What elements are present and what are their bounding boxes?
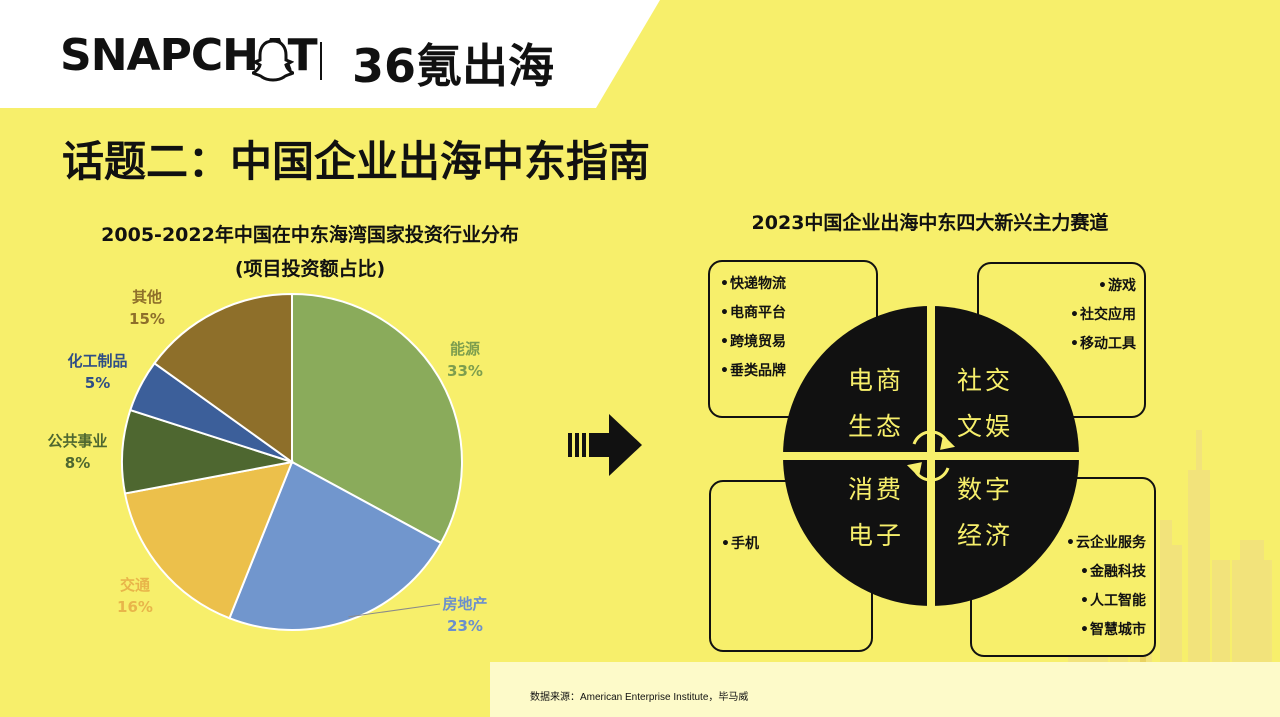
pie-label: 化工制品 5% — [50, 350, 145, 394]
list-item: 移动工具 — [979, 330, 1136, 359]
list-item: 金融科技 — [972, 558, 1146, 587]
quadrant-line: 电商 — [847, 366, 904, 395]
list-item: 跨境贸易 — [720, 328, 876, 357]
pie-value-label: 15% — [129, 310, 165, 328]
quadrant-digital: 数字 经济 — [940, 467, 1030, 559]
list-item: 智慧城市 — [972, 616, 1146, 645]
footer-band — [490, 662, 1280, 717]
pie-value-label: 5% — [84, 374, 111, 392]
pie-label: 房地产 23% — [425, 593, 505, 637]
pie-category-label: 化工制品 — [67, 352, 128, 370]
quadrant-social: 社交 文娱 — [940, 358, 1030, 450]
pie-label: 能源 33% — [430, 338, 500, 382]
snapchat-ghost-icon — [252, 39, 294, 82]
list-item: 垂类品牌 — [720, 357, 876, 386]
quadrant-ecommerce: 电商 生态 — [831, 358, 921, 450]
pie-category-label: 其他 — [131, 288, 162, 306]
pie-slice — [291, 292, 463, 545]
quadrant-line: 生态 — [847, 412, 904, 441]
list-item: 人工智能 — [972, 587, 1146, 616]
quadrant-line: 消费 — [847, 475, 904, 504]
chart-title-block: 2005-2022年中国在中东海湾国家投资行业分布 (项目投资额占比) — [60, 218, 560, 286]
quadrant-line: 数字 — [956, 475, 1013, 504]
pie-category-label: 能源 — [449, 340, 480, 358]
logo-divider — [320, 42, 322, 80]
cycle-arrows-icon — [906, 430, 956, 482]
page-title: 话题二：中国企业出海中东指南 — [62, 137, 651, 186]
list-item: 快递物流 — [720, 270, 876, 299]
pie-category-label: 房地产 — [442, 595, 488, 613]
list-item: 社交应用 — [979, 301, 1136, 330]
list-item: 云企业服务 — [972, 529, 1146, 558]
pie-slice — [228, 460, 443, 631]
pie-value-label: 23% — [447, 617, 483, 635]
pie-category-label: 交通 — [119, 576, 150, 594]
pie-value-label: 33% — [447, 362, 483, 380]
pie-value-label: 8% — [64, 454, 91, 472]
pie-label: 其他 15% — [112, 286, 182, 330]
list-item: 游戏 — [979, 272, 1136, 301]
diagram-title: 2023中国企业出海中东四大新兴主力赛道 — [751, 212, 1109, 234]
pie-leader-line — [348, 603, 441, 618]
chart-title: 2005-2022年中国在中东海湾国家投资行业分布 — [101, 224, 519, 246]
partner-logo: 36氪出海 — [352, 39, 555, 93]
pie-label: 交通 16% — [100, 574, 170, 618]
data-source: 数据来源：American Enterprise Institute，毕马威 — [530, 692, 749, 703]
pie-value-label: 16% — [117, 598, 153, 616]
pie-label: 公共事业 8% — [30, 430, 125, 474]
list-item: 手机 — [721, 530, 871, 559]
list-item: 电商平台 — [720, 299, 876, 328]
pie-category-label: 公共事业 — [47, 432, 108, 450]
pie-slice — [153, 292, 293, 464]
quadrant-line: 文娱 — [956, 412, 1013, 441]
right-arrow-icon — [568, 414, 642, 476]
quadrant-line: 电子 — [847, 521, 904, 550]
quadrant-line: 社交 — [956, 366, 1013, 395]
quadrant-line: 经济 — [956, 521, 1013, 550]
quadrant-electronics: 消费 电子 — [831, 467, 921, 559]
chart-subtitle: (项目投资额占比) — [234, 258, 386, 280]
pie-slice — [123, 460, 294, 620]
